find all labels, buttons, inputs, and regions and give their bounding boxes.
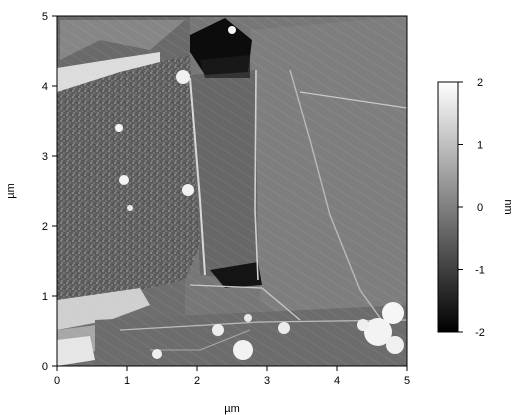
- x-tick-label: 1: [124, 375, 130, 387]
- x-tick-label: 3: [264, 375, 270, 387]
- x-axis-ticks: 0 1 2 3 4 5: [54, 366, 410, 387]
- plot-frame: [56, 15, 408, 367]
- colorbar-gradient: [437, 81, 459, 333]
- x-axis-label: µm: [224, 403, 240, 415]
- y-tick-label: 4: [42, 81, 48, 93]
- y-tick-label: 3: [42, 151, 48, 163]
- colorbar-tick-label: 0: [477, 202, 483, 214]
- y-tick-label: 2: [42, 221, 48, 233]
- y-tick-label: 5: [42, 11, 48, 23]
- colorbar-tick-label: -1: [475, 265, 485, 277]
- y-tick-label: 0: [42, 361, 48, 373]
- y-tick-label: 1: [42, 291, 48, 303]
- x-tick-label: 4: [334, 375, 340, 387]
- colorbar-tick-label: -2: [475, 327, 485, 339]
- height-map-image: [57, 16, 407, 366]
- y-axis-ticks: 0 1 2 3 4 5: [42, 11, 57, 373]
- colorbar-label: nm: [502, 199, 512, 214]
- colorbar-tick-label: 1: [477, 140, 483, 152]
- y-axis-label: µm: [5, 183, 17, 199]
- colorbar-ticks: -2 -1 0 1 2: [458, 77, 485, 339]
- x-tick-label: 5: [404, 375, 410, 387]
- x-tick-label: 2: [194, 375, 200, 387]
- plot-axes: 0 1 2 3 4 5 0 1 2 3 4 5 µm µm: [5, 11, 410, 415]
- colorbar-tick-label: 2: [477, 77, 483, 89]
- x-tick-label: 0: [54, 375, 60, 387]
- colorbar: -2 -1 0 1 2 nm: [437, 77, 512, 339]
